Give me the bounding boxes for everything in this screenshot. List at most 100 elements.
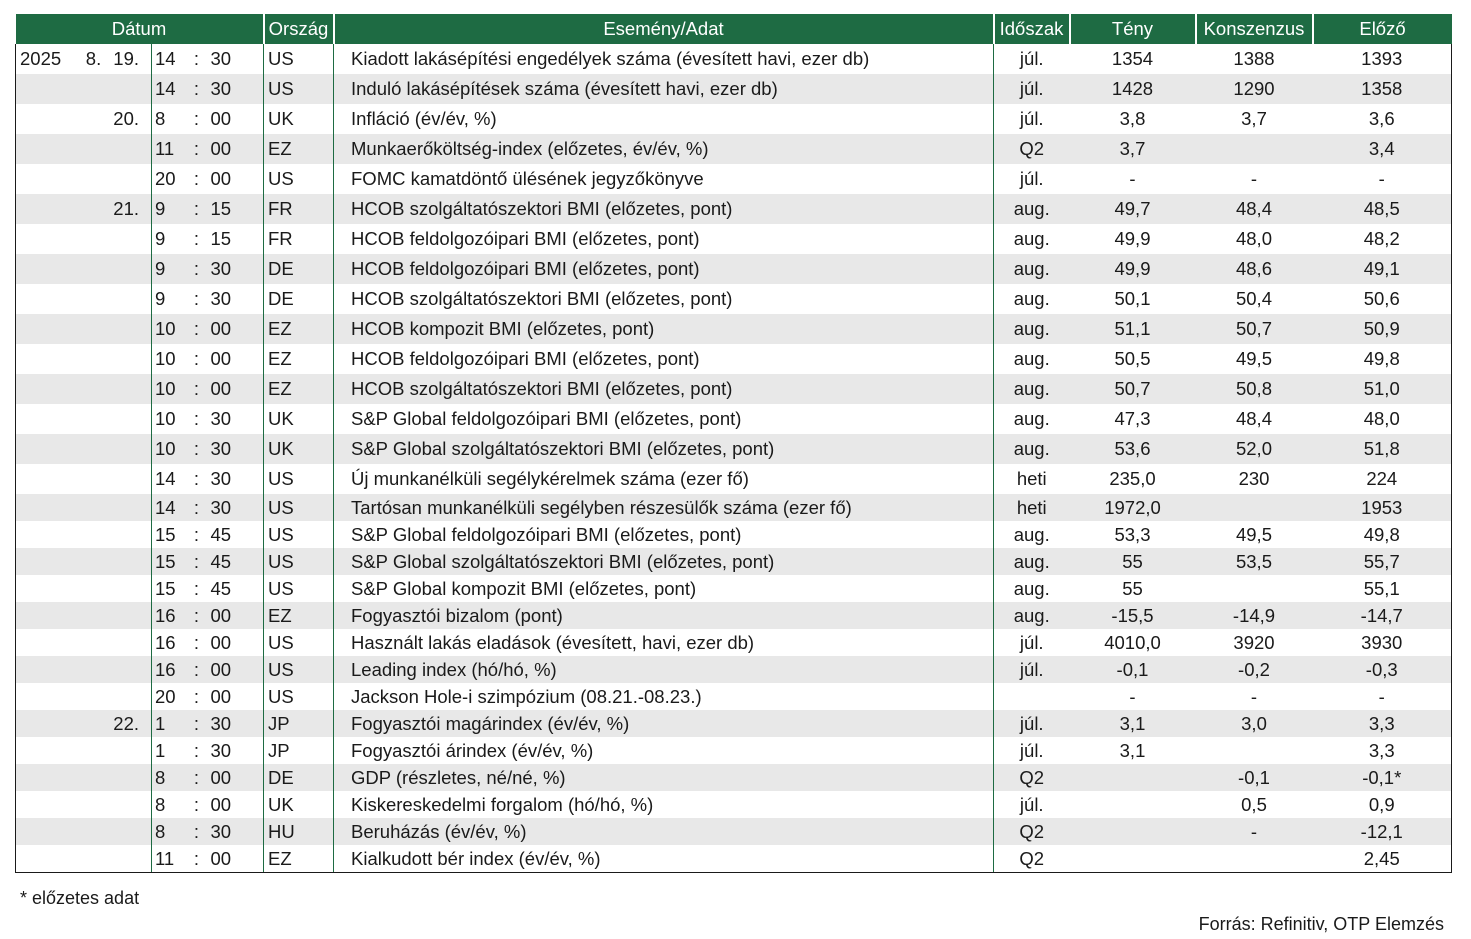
cell-month [77,791,110,818]
header-previous: Előző [1312,14,1452,44]
table-header-row: Dátum Ország Esemény/Adat Időszak Tény K… [15,14,1452,44]
cell-country: US [263,656,334,683]
cell-year [15,194,78,224]
table-row: 20. 8:00 UK Infláció (év/év, %) júl. 3,8 3,7 3,… [15,104,1452,134]
cell-actual: 1972,0 [1069,494,1196,521]
cell-month [77,164,110,194]
cell-hour: 14 [151,494,187,521]
cell-previous: -0,3 [1312,656,1452,683]
cell-year [15,164,78,194]
cell-month [77,737,110,764]
cell-actual: 3,8 [1069,104,1196,134]
cell-hour: 14 [151,464,187,494]
table-row: 1:30 JP Fogyasztói árindex (év/év, %) júl. 3… [15,737,1452,764]
cell-day [109,74,152,104]
cell-actual: 49,9 [1069,254,1196,284]
cell-event: HCOB feldolgozóipari BMI (előzetes, pont… [333,344,994,374]
cell-year [15,404,78,434]
cell-month [77,602,110,629]
cell-event: S&P Global feldolgozóipari BMI (előzetes… [333,404,994,434]
cell-consensus: 48,4 [1195,194,1313,224]
header-consensus: Konszenzus [1195,14,1314,44]
cell-actual: 50,7 [1069,374,1196,404]
cell-consensus [1195,134,1313,164]
cell-event: Induló lakásépítések száma (évesített ha… [333,74,994,104]
cell-day [109,464,152,494]
cell-event: Tartósan munkanélküli segélyben részesül… [333,494,994,521]
cell-actual: - [1069,683,1196,710]
cell-period: Q2 [993,764,1070,791]
cell-actual: 1354 [1069,44,1196,74]
table-row: 9:15 FR HCOB feldolgozóipari BMI (előzetes… [15,224,1452,254]
cell-actual: -15,5 [1069,602,1196,629]
cell-time-separator: : [186,710,207,737]
cell-previous: 49,8 [1312,344,1452,374]
cell-minute: 45 [206,575,264,602]
cell-actual: 55 [1069,548,1196,575]
table-row: 14:30 US Tartósan munkanélküli segélyben r… [15,494,1452,521]
cell-consensus: 50,8 [1195,374,1313,404]
cell-previous: 2,45 [1312,845,1452,873]
cell-period: aug. [993,224,1070,254]
cell-event: Fogyasztói bizalom (pont) [333,602,994,629]
cell-actual: 55 [1069,575,1196,602]
cell-period: júl. [993,737,1070,764]
cell-minute: 00 [206,764,264,791]
cell-year [15,434,78,464]
cell-consensus: 52,0 [1195,434,1313,464]
cell-minute: 15 [206,224,264,254]
cell-minute: 30 [206,44,264,74]
cell-day: 20. [109,104,152,134]
cell-country: UK [263,404,334,434]
cell-consensus: 48,6 [1195,254,1313,284]
table-row: 15:45 US S&P Global kompozit BMI (előzetes… [15,575,1452,602]
cell-hour: 10 [151,344,187,374]
cell-year [15,494,78,521]
cell-month [77,845,110,873]
cell-period: heti [993,464,1070,494]
cell-event: S&P Global kompozit BMI (előzetes, pont) [333,575,994,602]
cell-event: S&P Global szolgáltatószektori BMI (előz… [333,434,994,464]
cell-period: aug. [993,344,1070,374]
cell-hour: 8 [151,791,187,818]
cell-day [109,683,152,710]
cell-country: DE [263,284,334,314]
cell-month [77,575,110,602]
cell-year [15,104,78,134]
cell-year [15,521,78,548]
cell-minute: 15 [206,194,264,224]
cell-day: 22. [109,710,152,737]
cell-time-separator: : [186,44,207,74]
table-row: 15:45 US S&P Global feldolgozóipari BMI (e… [15,521,1452,548]
cell-event: Új munkanélküli segélykérelmek száma (ez… [333,464,994,494]
cell-hour: 14 [151,74,187,104]
cell-minute: 00 [206,845,264,873]
cell-period: aug. [993,404,1070,434]
cell-time-separator: : [186,602,207,629]
cell-time-separator: : [186,548,207,575]
cell-period: aug. [993,194,1070,224]
cell-hour: 9 [151,224,187,254]
cell-actual: 3,7 [1069,134,1196,164]
cell-consensus: - [1195,164,1313,194]
cell-country: EZ [263,374,334,404]
cell-time-separator: : [186,164,207,194]
cell-time-separator: : [186,194,207,224]
cell-minute: 00 [206,602,264,629]
cell-previous: 48,0 [1312,404,1452,434]
cell-period: aug. [993,548,1070,575]
cell-year [15,791,78,818]
cell-country: JP [263,737,334,764]
cell-previous: 1953 [1312,494,1452,521]
cell-minute: 30 [206,494,264,521]
cell-minute: 00 [206,656,264,683]
cell-minute: 00 [206,683,264,710]
cell-consensus: 3920 [1195,629,1313,656]
cell-hour: 16 [151,602,187,629]
cell-previous: 3,3 [1312,737,1452,764]
cell-period: júl. [993,44,1070,74]
cell-hour: 8 [151,818,187,845]
cell-hour: 8 [151,764,187,791]
table-row: 10:00 EZ HCOB szolgáltatószektori BMI (elő… [15,374,1452,404]
cell-day [109,254,152,284]
